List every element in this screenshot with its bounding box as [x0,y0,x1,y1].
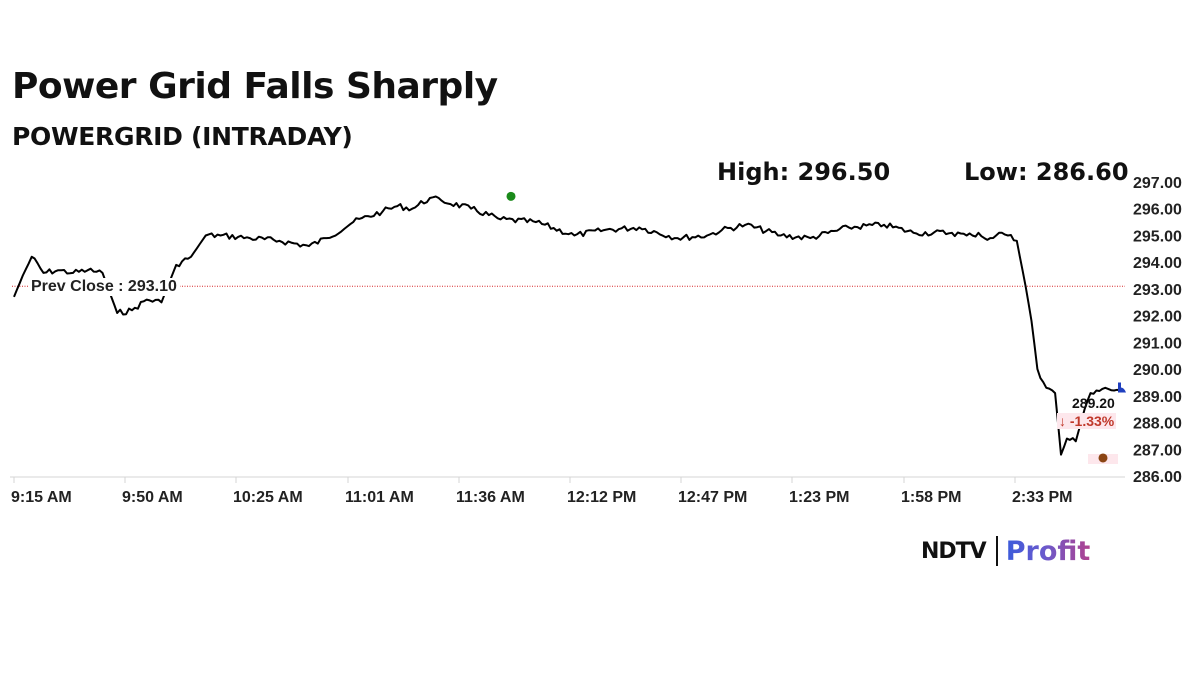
x-tick-label: 10:25 AM [233,489,303,506]
y-tick-label: 297.00 [1133,175,1182,192]
y-tick-label: 287.00 [1133,442,1182,459]
x-tick-label: 12:47 PM [678,489,747,506]
last-price-label: 289.20 [1072,395,1115,411]
x-tick-label: 2:33 PM [1012,489,1072,506]
day-low-label: Low: 286.60 [964,158,1129,186]
y-tick-label: 286.00 [1133,469,1182,486]
y-tick-label: 289.00 [1133,389,1182,406]
x-tick-label: 1:58 PM [901,489,961,506]
profit-wordmark: Profit [1005,535,1091,567]
x-tick-label: 11:01 AM [345,489,414,506]
y-tick-label: 295.00 [1133,228,1182,245]
y-tick-label: 294.00 [1133,255,1182,272]
ndtv-wordmark: NDTV [921,538,987,564]
change-percent-badge: ↓ -1.33% [1057,413,1117,429]
price-line [13,195,1121,456]
high-marker [506,191,516,201]
y-tick-label: 296.00 [1133,202,1182,219]
chart-title: Power Grid Falls Sharply [12,66,498,107]
y-tick-label: 291.00 [1133,335,1182,352]
last-price-marker [1118,382,1126,393]
logo-divider [995,536,998,566]
low-marker [1098,453,1108,463]
x-tick-label: 9:50 AM [122,489,183,506]
y-tick-label: 288.00 [1133,416,1182,433]
x-tick-label: 12:12 PM [567,489,636,506]
x-tick-label: 11:36 AM [456,489,525,506]
x-axis: 9:15 AM 9:50 AM 10:25 AM 11:01 AM 11:36 AM 12… [10,476,1125,506]
x-tick-label: 1:23 PM [789,489,849,506]
prev-close-label: Prev Close : 293.10 [28,278,180,296]
chart-subtitle: POWERGRID (INTRADAY) [12,122,353,151]
y-axis: 297.00 296.00 295.00 294.00 293.00 292.00 291.… [1133,175,1182,486]
y-tick-label: 293.00 [1133,282,1182,299]
day-high-label: High: 296.50 [717,158,891,186]
y-tick-label: 292.00 [1133,309,1182,326]
x-tick-label: 9:15 AM [11,489,72,506]
y-tick-label: 290.00 [1133,362,1182,379]
ndtv-profit-logo: NDTV Profit [921,534,1090,568]
